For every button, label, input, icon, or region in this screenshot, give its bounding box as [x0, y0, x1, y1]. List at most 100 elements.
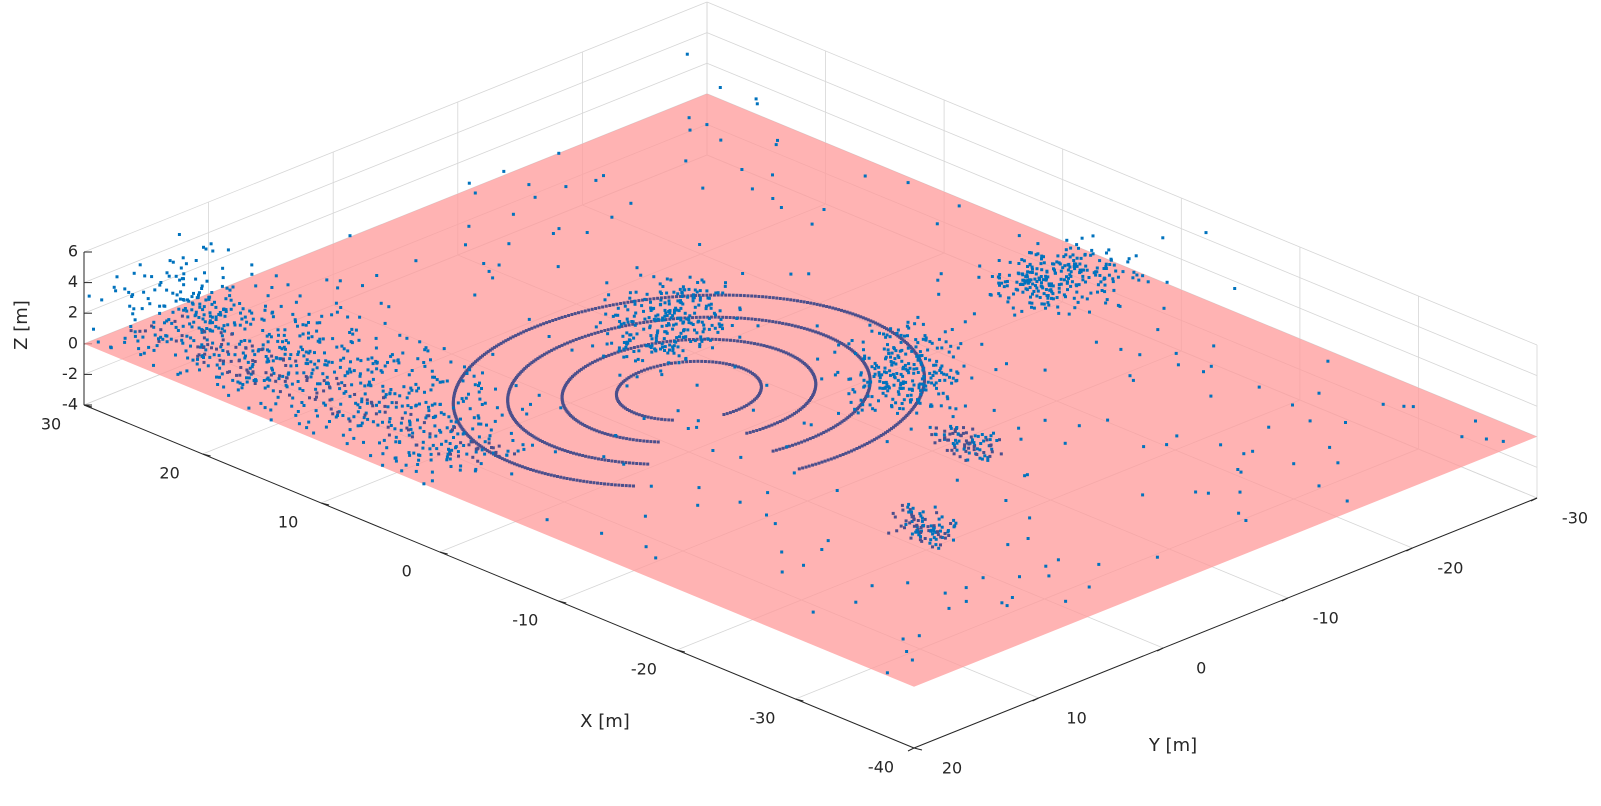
scan-ring-point [764, 295, 768, 299]
car-point [939, 535, 943, 539]
wall-point [477, 416, 481, 420]
wall-point [221, 349, 225, 352]
car-point [942, 433, 946, 437]
scan-ring-point [632, 373, 635, 377]
scan-ring-point [746, 369, 750, 373]
wall-point [313, 362, 317, 366]
vegetation-point [632, 314, 636, 318]
wall-point [289, 353, 293, 357]
vegetation-point [1059, 269, 1063, 273]
vegetation-point [1030, 265, 1034, 269]
vegetation-point [698, 298, 702, 302]
car-point [909, 536, 913, 540]
wall-point [450, 448, 454, 452]
scan-ring-point [880, 324, 884, 328]
vegetation-point [632, 299, 636, 303]
scan-ring-point [796, 299, 799, 303]
scan-ring-point [836, 423, 840, 427]
scatter-point [433, 375, 436, 379]
vegetation-point [1040, 285, 1044, 289]
wall-point [211, 341, 215, 345]
vegetation-point [1052, 267, 1055, 271]
wall-point [123, 336, 127, 340]
vegetation-point [875, 364, 878, 368]
curb-point [335, 376, 339, 380]
curb-point [415, 443, 419, 447]
scan-ring-point [536, 324, 540, 328]
scan-ring-point [593, 456, 597, 460]
scatter-point [1097, 562, 1101, 566]
wall-point [424, 346, 428, 350]
wall-point [318, 340, 322, 344]
y-tick-mark [1281, 597, 1289, 602]
wall-point [168, 259, 172, 263]
vegetation-point [963, 320, 967, 324]
vegetation-point [680, 291, 684, 294]
vegetation-point [919, 392, 923, 396]
wall-point [428, 435, 432, 439]
scan-ring-point [896, 334, 900, 338]
wall-point [416, 357, 420, 361]
scatter-point [497, 263, 501, 267]
wall-point [371, 420, 375, 424]
scan-ring-point [670, 418, 674, 422]
car-point [964, 458, 968, 462]
vegetation-point [654, 336, 658, 340]
vegetation-point [903, 334, 906, 338]
scan-ring-point [739, 366, 743, 370]
wall-point [189, 344, 192, 348]
scan-ring-point [643, 343, 647, 347]
wall-point [500, 413, 504, 417]
scan-ring-point [561, 390, 565, 394]
wall-point [448, 442, 452, 445]
scan-ring-point [555, 346, 559, 350]
car-point [985, 438, 989, 442]
vegetation-point [915, 367, 919, 371]
wall-point [129, 325, 133, 328]
scatter-point [1006, 300, 1010, 304]
scan-ring-point [865, 442, 869, 445]
scatter-point [621, 334, 625, 338]
scatter-point [980, 433, 984, 436]
scan-ring-point [451, 401, 455, 405]
scan-ring-point [529, 468, 533, 471]
vegetation-point [873, 361, 877, 365]
curb-point [363, 413, 367, 417]
vegetation-point [1067, 262, 1071, 266]
scan-ring-point [784, 322, 788, 326]
wall-point [220, 327, 224, 331]
vegetation-point [677, 309, 681, 313]
vegetation-point [652, 275, 656, 279]
vegetation-point [1051, 284, 1055, 288]
wall-point [232, 303, 236, 307]
curb-point [284, 364, 288, 367]
wall-point [153, 288, 157, 292]
scan-ring-point [801, 466, 805, 470]
scan-ring-point [851, 349, 855, 353]
vegetation-point [649, 306, 653, 310]
scan-ring-point [850, 449, 853, 453]
scan-ring-point [637, 413, 641, 417]
wall-point [241, 383, 245, 386]
wall-point [375, 360, 379, 364]
vegetation-point [1028, 270, 1032, 274]
vegetation-point [1104, 262, 1108, 266]
vegetation-point [1059, 282, 1063, 286]
scan-ring-point [570, 313, 574, 316]
scan-ring-point [742, 294, 746, 298]
wall-point [183, 307, 187, 310]
scan-ring-point [727, 293, 731, 297]
curb-point [206, 343, 210, 347]
scan-ring-point [789, 353, 793, 357]
wall-point [400, 469, 404, 473]
wall-point [473, 383, 477, 387]
vegetation-point [709, 338, 712, 342]
scan-ring-point [842, 418, 846, 422]
scan-ring-point [523, 466, 527, 470]
wall-point [375, 403, 378, 407]
wall-point [229, 307, 233, 311]
vegetation-point [1096, 283, 1100, 287]
wall-point [381, 384, 385, 388]
scan-ring-point [688, 360, 692, 363]
wall-point [346, 349, 350, 353]
